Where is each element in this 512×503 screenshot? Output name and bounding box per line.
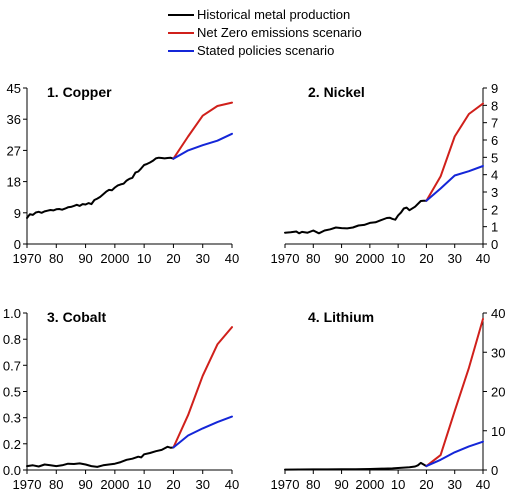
legend-label-historical: Historical metal production [197, 7, 351, 22]
panel-3-y-tick-label: 0.2 [3, 437, 21, 452]
panel-4-y-tick-label: 10 [491, 424, 505, 439]
panel-4-series-net-zero-emissions-scenario [425, 317, 484, 468]
panel-4-y-tick-label: 0 [491, 463, 498, 478]
panel-2-y-tick-label: 5 [491, 150, 498, 165]
panel-4-series-historical-metal-production [284, 461, 428, 471]
panel-1-x-tick-label: 10 [137, 251, 151, 266]
panel-3-series-net-zero-emissions-scenario [172, 326, 233, 449]
panel-1-x-tick-label: 30 [195, 251, 209, 266]
panel-1-y-tick-label: 9 [14, 206, 21, 221]
panel-2-x-tick-label: 2000 [355, 251, 384, 266]
legend-swatch-historical [168, 14, 194, 16]
panel-2-x-tick-label: 80 [306, 251, 320, 266]
panel-2-x-tick-label: 30 [447, 251, 461, 266]
panel-4-x-tick-label: 20 [419, 477, 433, 492]
panel-3-y-tick-label: 0.7 [3, 358, 21, 373]
panel-4-x-tick-label: 10 [391, 477, 405, 492]
panel-3-series-stated-policies-scenario [172, 415, 233, 449]
panel-3-x-tick-label: 40 [225, 477, 239, 492]
panel-2-series-net-zero-emissions-scenario [425, 102, 484, 202]
panel-3-x-tick-label: 2000 [100, 477, 129, 492]
panel-3-x-tick-label: 30 [195, 477, 209, 492]
panel-1-x-tick-label: 90 [78, 251, 92, 266]
panel-4-x-tick-label: 80 [306, 477, 320, 492]
panel-1-title: 1. Copper [47, 84, 112, 100]
panel-4-series-stated-policies-scenario [425, 440, 484, 468]
panel-1: 0 9 18 27 36 45 1970 80 90 2000 10 20 30 40 1. Copper [7, 81, 240, 266]
panel-2-series-historical-metal-production [284, 199, 428, 235]
legend-item-historical: Historical metal production [168, 6, 362, 24]
panel-2-y-tick-label: 6 [491, 133, 498, 148]
panel-3-y-tick-label: 0.0 [3, 463, 21, 478]
panel-2-x-tick-label: 1970 [271, 251, 300, 266]
panel-1-y-tick-label: 18 [7, 175, 21, 190]
panel-4-x-tick-label: 90 [334, 477, 348, 492]
legend-swatch-net-zero [168, 32, 194, 34]
panel-3-y-tick-label: 0.5 [3, 385, 21, 400]
panel-3-title: 3. Cobalt [47, 309, 106, 325]
panel-1-y-tick-label: 45 [7, 81, 21, 96]
panel-1-x-tick-label: 20 [166, 251, 180, 266]
panel-3-x-tick-label: 80 [49, 477, 63, 492]
panel-1-x-tick-label: 80 [49, 251, 63, 266]
panel-2-y-tick-label: 0 [491, 237, 498, 252]
legend-item-net-zero: Net Zero emissions scenario [168, 24, 362, 42]
panel-1-x-tick-label: 2000 [100, 251, 129, 266]
legend-label-stated-policies: Stated policies scenario [197, 43, 335, 58]
panel-2-y-tick-label: 2 [491, 202, 498, 217]
legend: Historical metal production Net Zero emi… [168, 6, 362, 60]
panel-2-title: 2. Nickel [308, 84, 365, 100]
legend-label-net-zero: Net Zero emissions scenario [197, 25, 362, 40]
panel-2-y-tick-label: 7 [491, 116, 498, 131]
panel-1-y-tick-label: 27 [7, 143, 21, 158]
panel-2-x-tick-label: 10 [391, 251, 405, 266]
panel-3-y-tick-label: 0.8 [3, 332, 21, 347]
panel-2-x-tick-label: 40 [476, 251, 490, 266]
panel-2-y-tick-label: 3 [491, 185, 498, 200]
panel-3: 0.0 0.2 0.3 0.5 0.7 0.8 1.0 1970 80 90 2000 10 20 30 4… [3, 306, 239, 492]
panel-1-x-tick-label: 1970 [13, 251, 42, 266]
panel-3-x-tick-label: 90 [78, 477, 92, 492]
panel-3-x-tick-label: 20 [166, 477, 180, 492]
panel-1-series-net-zero-emissions-scenario [172, 101, 233, 160]
panel-4-x-tick-label: 30 [447, 477, 461, 492]
panel-4-y-tick-label: 20 [491, 385, 505, 400]
panel-3-x-tick-label: 1970 [13, 477, 42, 492]
panel-3-y-tick-label: 1.0 [3, 306, 21, 321]
panel-2-y-tick-label: 4 [491, 168, 498, 183]
panel-4-x-tick-label: 40 [476, 477, 490, 492]
panel-2-y-tick-label: 8 [491, 98, 498, 113]
panel-1-y-tick-label: 36 [7, 112, 21, 127]
panel-2-series-stated-policies-scenario [425, 165, 484, 202]
legend-item-stated-policies: Stated policies scenario [168, 42, 362, 60]
panel-4-title: 4. Lithium [308, 309, 374, 325]
panel-2-x-tick-label: 90 [334, 251, 348, 266]
panel-4: 0 10 20 30 40 1970 80 90 2000 10 20 30 40 4. Lithium [271, 306, 506, 492]
legend-swatch-stated-policies [168, 50, 194, 52]
panel-1-series-historical-metal-production [26, 156, 175, 219]
panel-4-x-tick-label: 1970 [271, 477, 300, 492]
panel-4-y-tick-label: 30 [491, 345, 505, 360]
panel-2: 0 1 2 3 4 5 6 7 8 9 1970 80 90 2000 10 20 30 40 2. Nickel [271, 81, 499, 266]
panel-3-series-historical-metal-production [26, 445, 175, 468]
panel-3-x-tick-label: 10 [137, 477, 151, 492]
panel-1-x-tick-label: 40 [225, 251, 239, 266]
panel-1-y-tick-label: 0 [14, 237, 21, 252]
panel-3-y-tick-label: 0.3 [3, 411, 21, 426]
panel-4-y-tick-label: 40 [491, 306, 505, 321]
panel-1-series-stated-policies-scenario [172, 132, 233, 160]
panel-2-y-tick-label: 9 [491, 81, 498, 96]
panel-2-y-tick-label: 1 [491, 220, 498, 235]
panel-4-x-tick-label: 2000 [355, 477, 384, 492]
panel-2-x-tick-label: 20 [419, 251, 433, 266]
